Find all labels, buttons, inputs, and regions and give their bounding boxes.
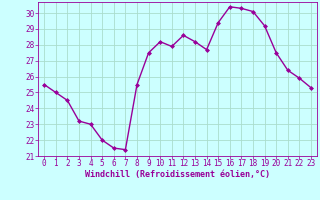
X-axis label: Windchill (Refroidissement éolien,°C): Windchill (Refroidissement éolien,°C) — [85, 170, 270, 179]
